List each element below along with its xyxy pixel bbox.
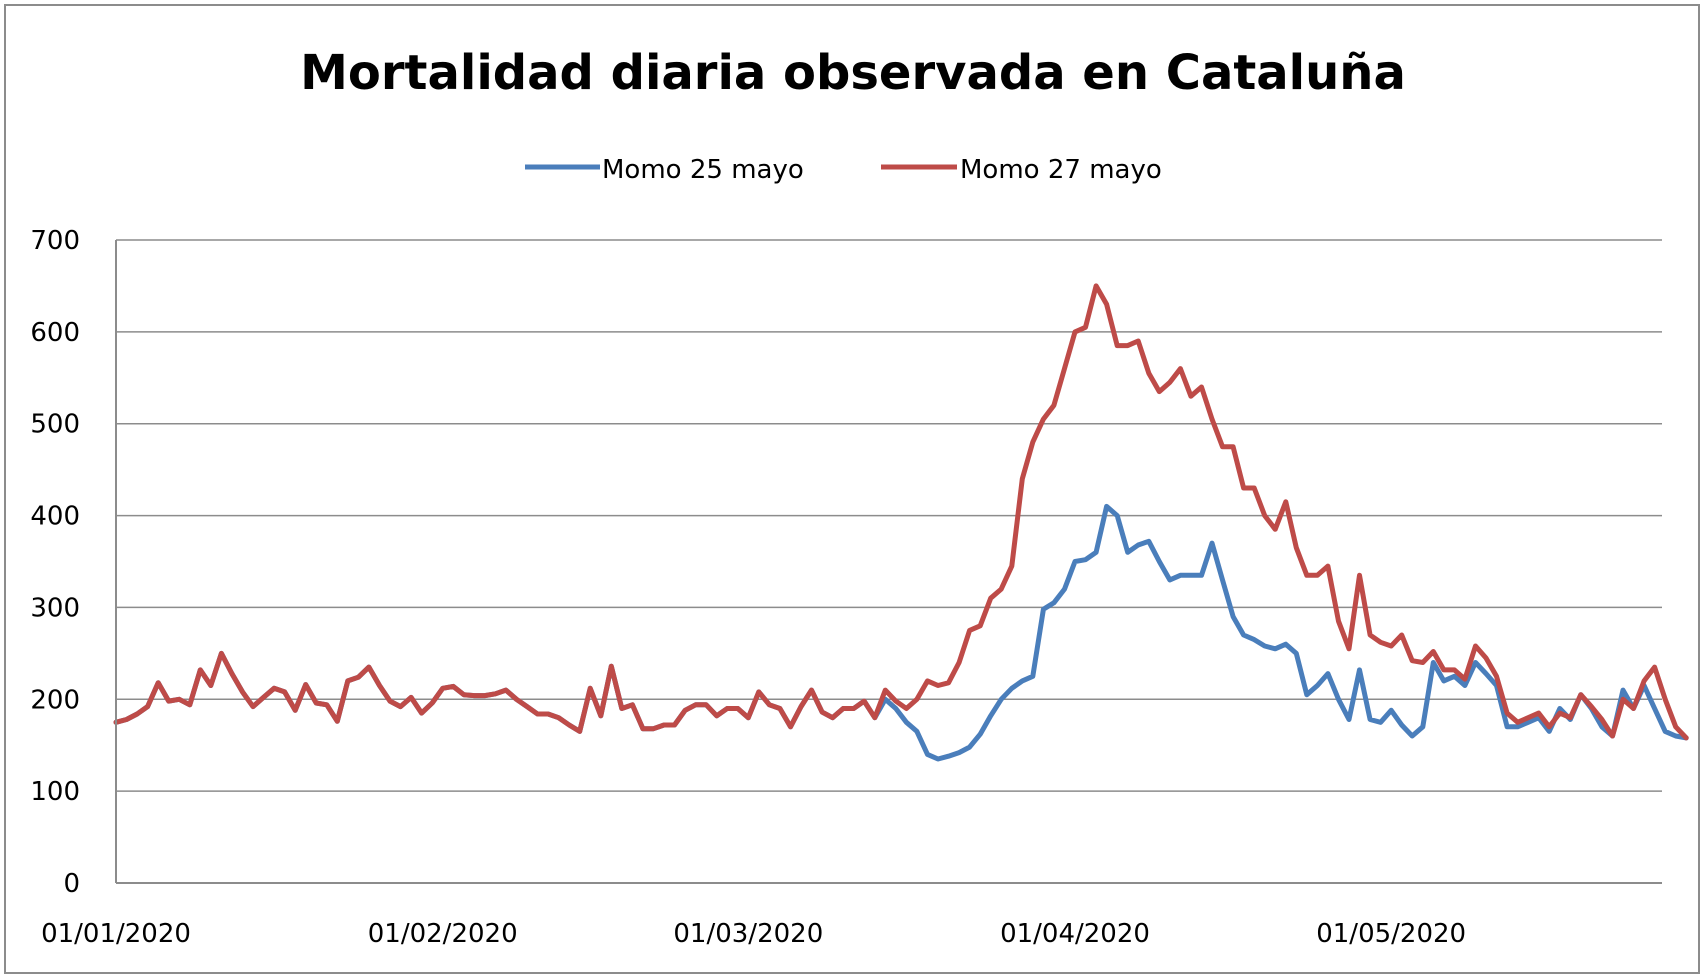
chart-title: Mortalidad diaria observada en Cataluña (300, 45, 1406, 101)
x-axis-ticks: 01/01/2020 01/02/2020 01/03/2020 01/04/2020… (41, 919, 1466, 949)
x-tick-label: 01/02/2020 (368, 919, 518, 949)
chart-frame (4, 4, 1700, 974)
series-line-momo-25-mayo (113, 503, 1689, 762)
x-tick-label: 01/01/2020 (41, 919, 191, 949)
legend-label-momo-27: Momo 27 mayo (960, 155, 1162, 185)
legend: Momo 25 mayo Momo 27 mayo (525, 155, 1162, 185)
y-tick-label: 100 (30, 777, 80, 807)
y-tick-label: 500 (30, 410, 80, 440)
y-tick-label: 600 (30, 318, 80, 348)
series-line-momo-27-mayo (113, 283, 1689, 741)
x-tick-label: 01/04/2020 (1000, 919, 1150, 949)
gridlines (116, 239, 1662, 792)
y-tick-label: 200 (30, 685, 80, 715)
y-tick-label: 0 (63, 869, 80, 899)
y-tick-label: 300 (30, 593, 80, 623)
series-lines (113, 283, 1689, 762)
x-tick-label: 01/05/2020 (1316, 919, 1466, 949)
x-tick-label: 01/03/2020 (673, 919, 823, 949)
y-axis-ticks: 0 100 200 300 400 500 600 700 (30, 226, 80, 899)
y-tick-label: 400 (30, 502, 80, 532)
legend-label-momo-25: Momo 25 mayo (602, 155, 804, 185)
y-tick-label: 700 (30, 226, 80, 256)
